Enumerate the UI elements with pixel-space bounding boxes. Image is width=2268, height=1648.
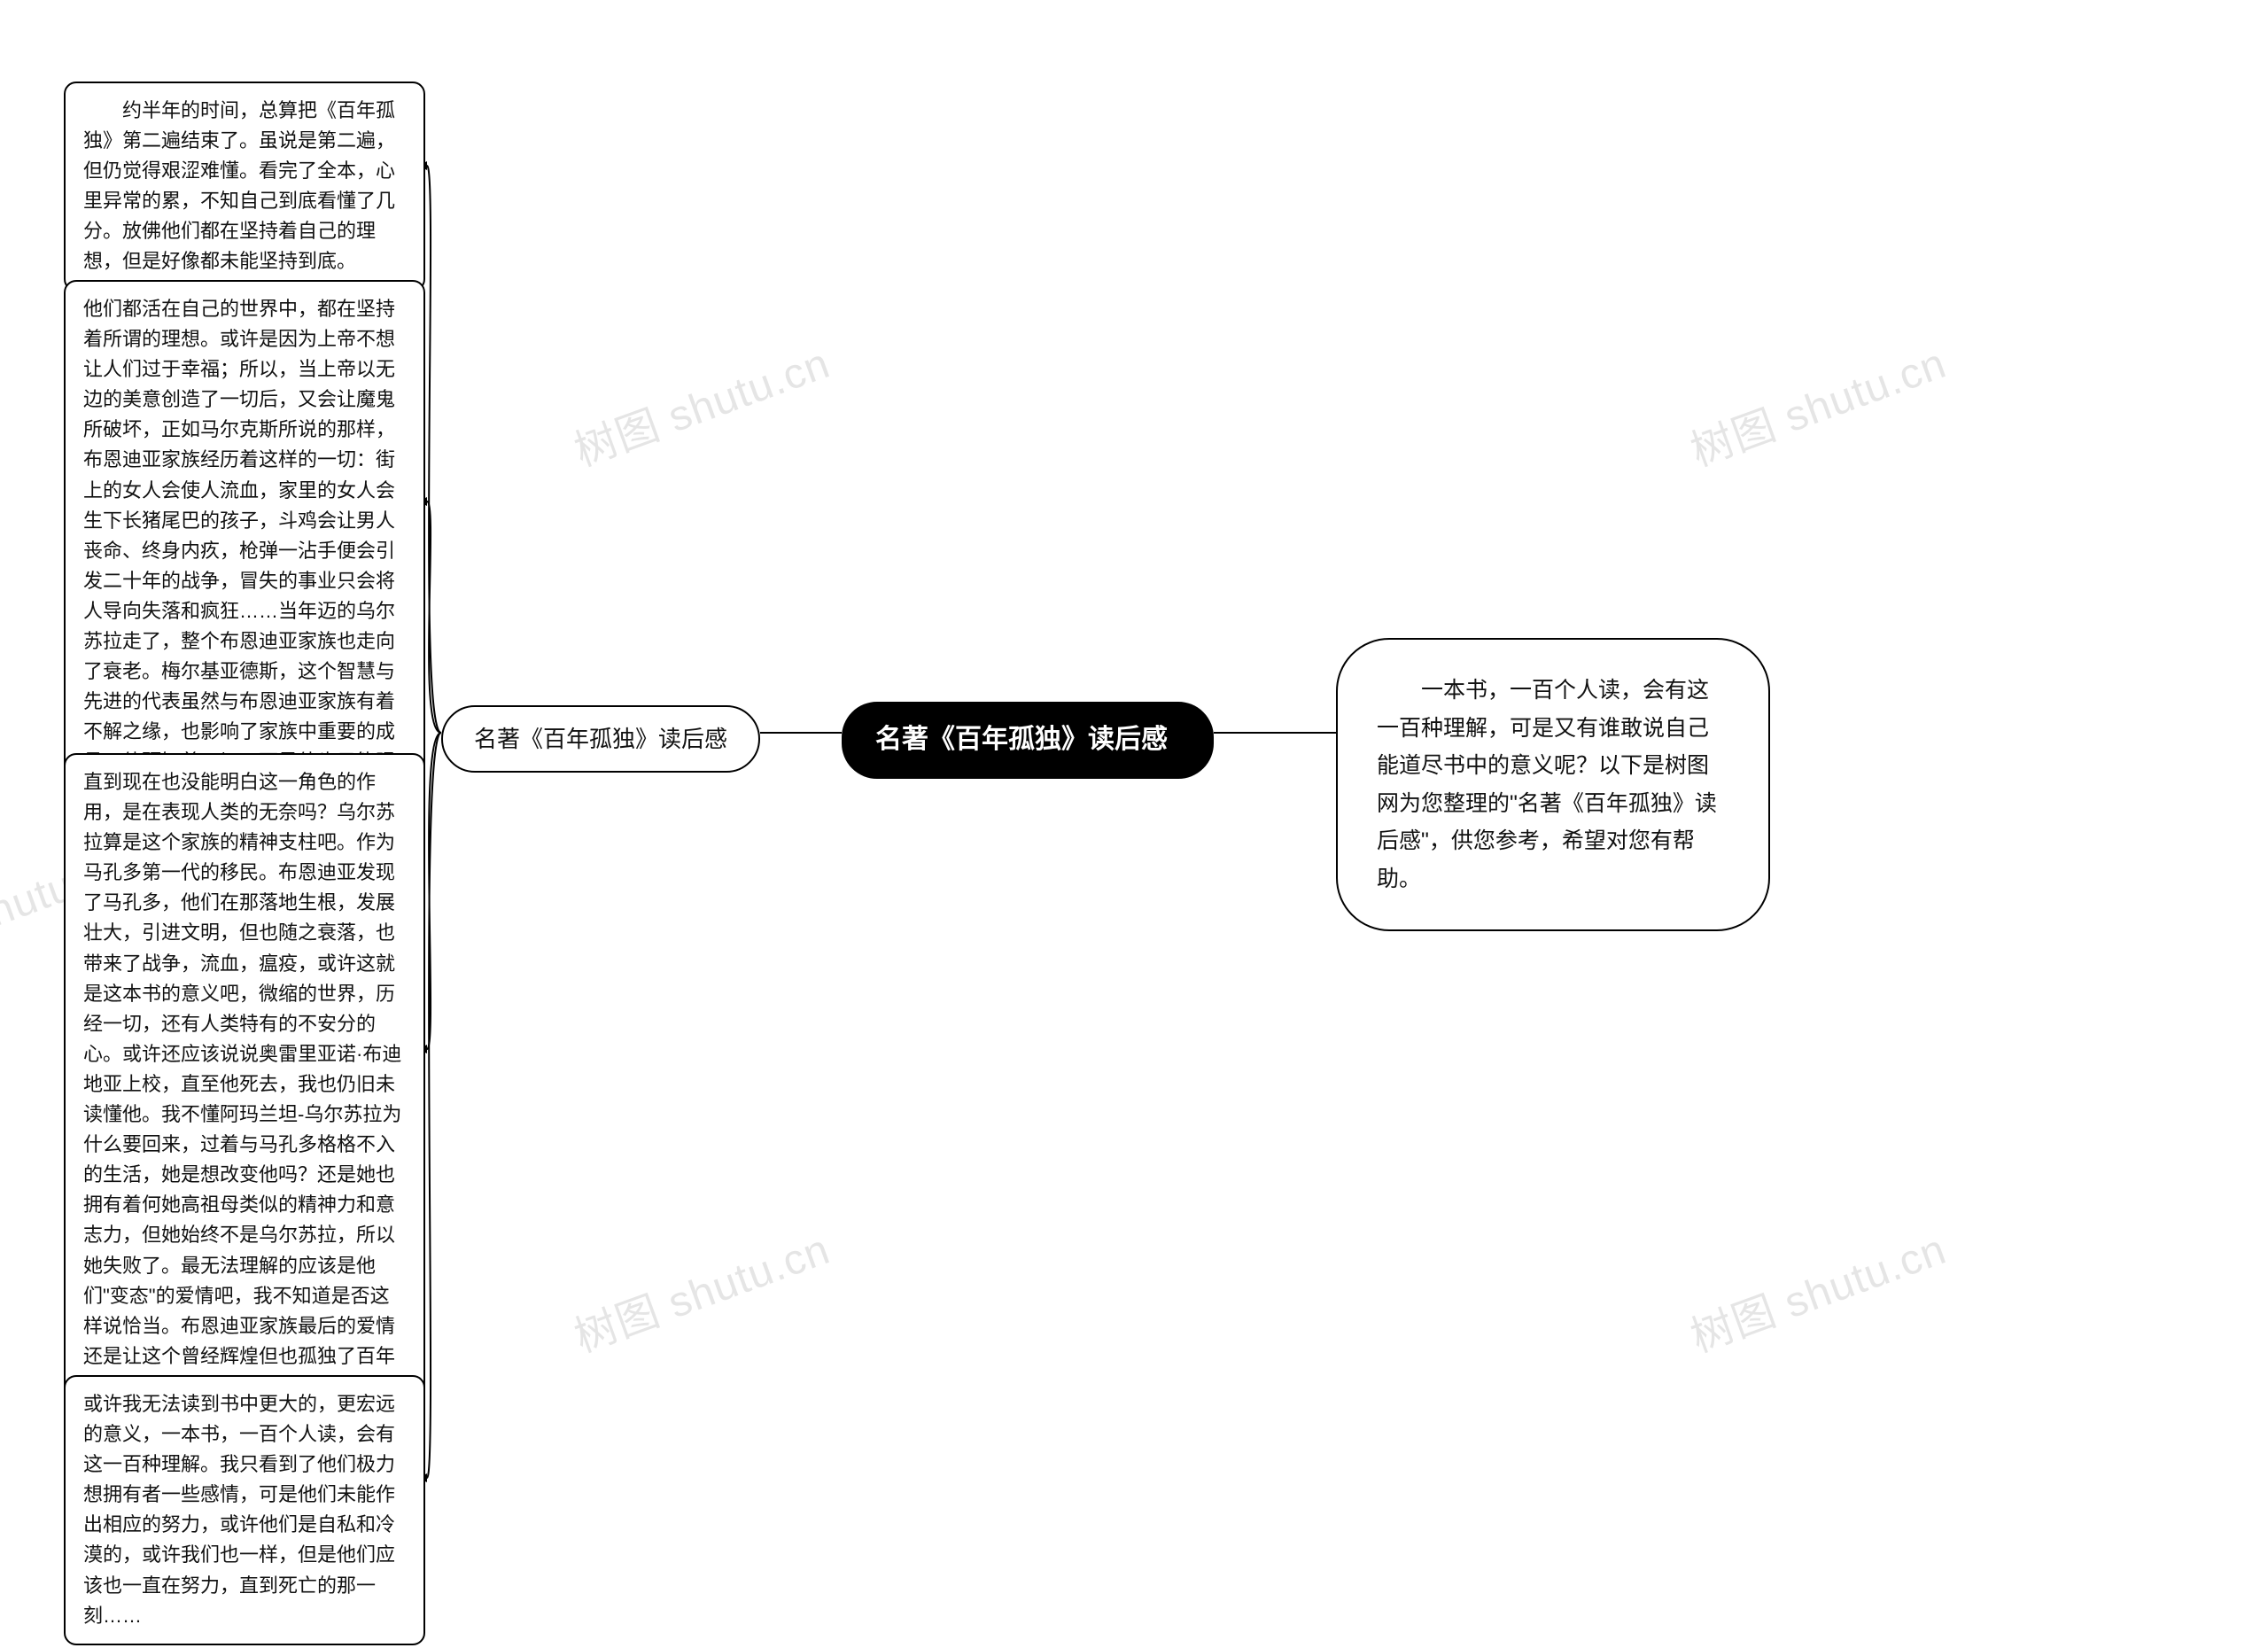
watermark: 树图 shutu.cn (1681, 1215, 1953, 1364)
connector (427, 166, 441, 733)
intro-node[interactable]: 一本书，一百个人读，会有这一百种理解，可是又有谁敢说自己能道尽书中的意义呢？以下… (1336, 638, 1770, 931)
watermark: 树图 shutu.cn (564, 1215, 837, 1364)
connector (427, 501, 441, 733)
connector (427, 733, 441, 1478)
leaf-node[interactable]: 直到现在也没能明白这一角色的作用，是在表现人类的无奈吗？乌尔苏拉算是这个家族的精… (64, 753, 425, 1476)
root-node[interactable]: 名著《百年孤独》读后感 (842, 702, 1214, 779)
watermark: 树图 shutu.cn (1681, 329, 1953, 478)
mindmap-canvas: 树图 shutu.cn 树图 shutu.cn shutu.cn 树图 shut… (0, 0, 2268, 1648)
left-title-node[interactable]: 名著《百年孤独》读后感 (441, 705, 760, 773)
watermark: 树图 shutu.cn (564, 329, 837, 478)
leaf-node[interactable]: 约半年的时间，总算把《百年孤独》第二遍结束了。虽说是第二遍，但仍觉得艰涩难懂。看… (64, 82, 425, 292)
connector (427, 733, 441, 1049)
leaf-node[interactable]: 或许我无法读到书中更大的，更宏远的意义，一本书，一百个人读，会有这一百种理解。我… (64, 1375, 425, 1645)
